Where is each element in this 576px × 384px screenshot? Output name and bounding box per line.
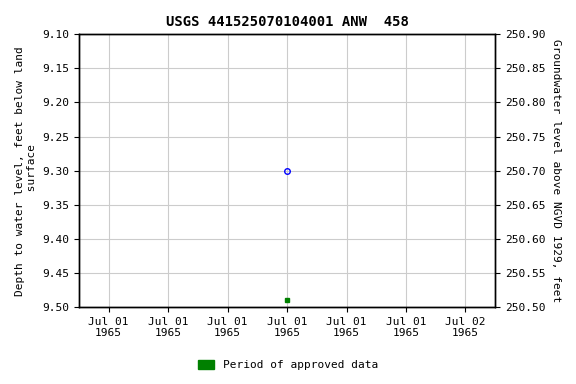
Y-axis label: Depth to water level, feet below land
 surface: Depth to water level, feet below land su… [15,46,37,296]
Legend: Period of approved data: Period of approved data [193,356,383,375]
Title: USGS 441525070104001 ANW  458: USGS 441525070104001 ANW 458 [166,15,408,29]
Y-axis label: Groundwater level above NGVD 1929, feet: Groundwater level above NGVD 1929, feet [551,39,561,302]
